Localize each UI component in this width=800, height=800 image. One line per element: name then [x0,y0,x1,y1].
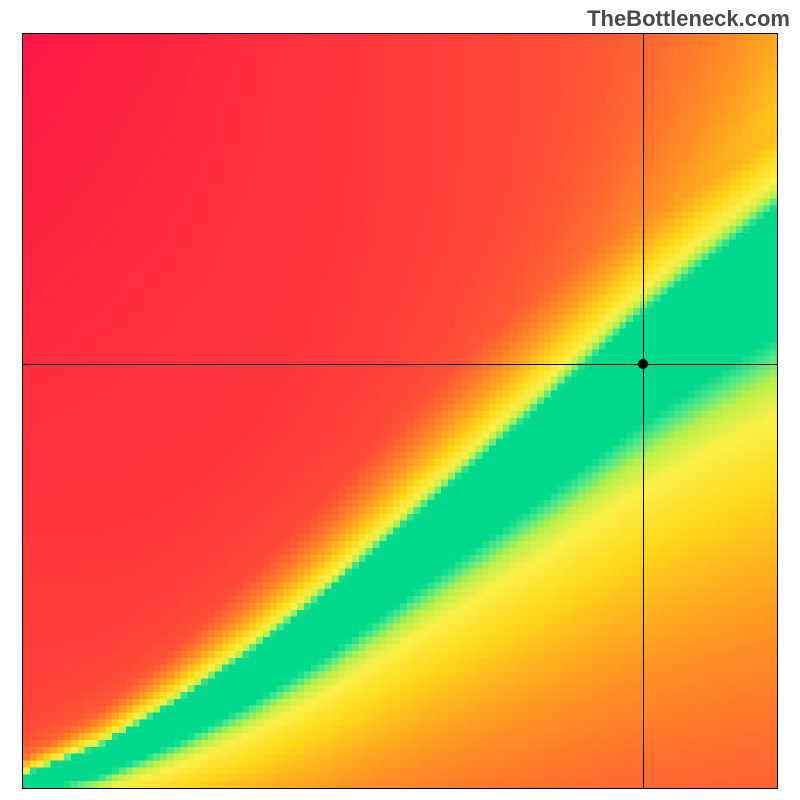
crosshair-point [638,359,648,369]
crosshair-horizontal [23,364,777,365]
crosshair-vertical [643,34,644,788]
heatmap-canvas [23,34,777,788]
heatmap-plot [22,33,778,789]
watermark-text: TheBottleneck.com [587,6,790,32]
